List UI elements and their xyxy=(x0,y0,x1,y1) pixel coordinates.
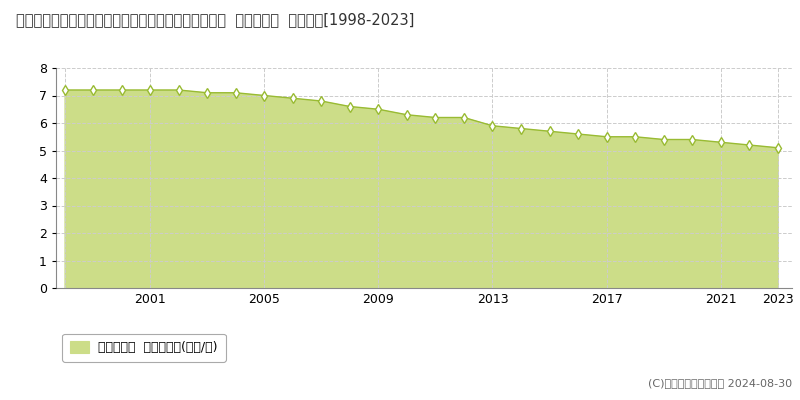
Text: (C)土地価格ドットコム 2024-08-30: (C)土地価格ドットコム 2024-08-30 xyxy=(648,378,792,388)
Legend: 基準地価格  平均坪単価(万円/坪): 基準地価格 平均坪単価(万円/坪) xyxy=(62,334,226,362)
Text: 和歌山県有田郡広川町大字下津木字権蔵原７４３番３  基準地価格  地価推移[1998-2023]: 和歌山県有田郡広川町大字下津木字権蔵原７４３番３ 基準地価格 地価推移[1998… xyxy=(16,12,414,27)
